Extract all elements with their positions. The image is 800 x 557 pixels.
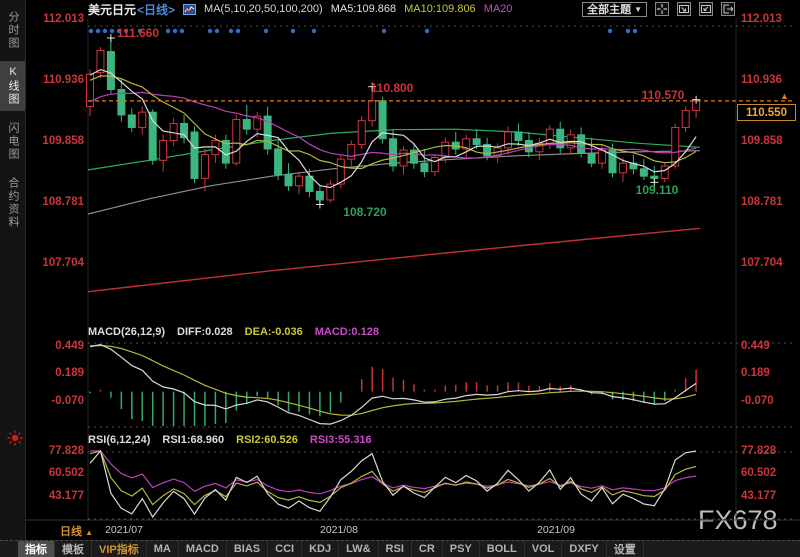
sidebar-item-label: 合约资料 [7, 177, 19, 229]
macd-header: MACD(26,12,9) DIFF:0.028 DEA:-0.036 MACD… [88, 326, 379, 338]
period-selector[interactable]: 日线 ▲ [60, 523, 93, 539]
macd-value: MACD:0.128 [314, 326, 379, 338]
symbol-title: 美元日元 [88, 2, 137, 17]
rsi3-value: RSI3:55.316 [309, 434, 372, 446]
chevron-down-icon: ▼ [634, 4, 642, 14]
chart-type-sidebar: 分时图 K线图闪电图合约资料 [0, 0, 26, 540]
toolbar-item-vol[interactable]: VOL [525, 541, 563, 557]
theme-dropdown-label: 全部主题 [587, 4, 632, 16]
triangle-up-icon: ▲ [85, 528, 93, 537]
exit-window-icon[interactable] [721, 2, 735, 16]
ma20-label: MA20 [483, 3, 513, 15]
chart-type-icon[interactable] [183, 3, 197, 16]
toolbar-item-zhibiao[interactable]: 指标 [18, 541, 55, 557]
toolbar-item-dxfy[interactable]: DXFY [562, 541, 607, 557]
toolbar-item-macd[interactable]: MACD [179, 541, 227, 557]
sidebar-item-timeshare[interactable]: 分时图 [0, 6, 25, 55]
rsi-title: RSI(6,12,24) [88, 434, 151, 446]
price-up-arrow-icon: ▲ [780, 91, 789, 101]
zoom-in-chart-icon[interactable] [699, 2, 713, 16]
toolbar-item-cr[interactable]: CR [412, 541, 443, 557]
svg-text:2021/07: 2021/07 [105, 524, 143, 536]
rsi1-value: RSI1:68.960 [162, 434, 225, 446]
last-price-box: 110.550 [737, 104, 796, 121]
indicator-toolbar: 指标 模板 VIP指标 MA MACD BIAS CCI KDJ LW& RSI CR PSY BOLL… [0, 540, 800, 557]
macd-diff-value: DIFF:0.028 [177, 326, 233, 338]
period-tag: <日线> [137, 2, 176, 17]
sidebar-item-label: 分时图 [7, 11, 19, 50]
toolbar-item-boll[interactable]: BOLL [480, 541, 525, 557]
svg-text:2021/08: 2021/08 [320, 524, 358, 536]
toolbar-item-bias[interactable]: BIAS [227, 541, 269, 557]
chart-header: 美元日元 <日线> MA(5,10,20,50,100,200) MA5:109… [88, 0, 735, 18]
toolbar-item-shezhi[interactable]: 设置 [607, 541, 644, 557]
toolbar-item-lw[interactable]: LW& [339, 541, 379, 557]
toolbar-item-psy[interactable]: PSY [443, 541, 480, 557]
toolbar-item-kdj[interactable]: KDJ [302, 541, 340, 557]
macd-title: MACD(26,12,9) [88, 326, 166, 338]
sidebar-item-label: 闪电图 [7, 122, 19, 161]
ma10-value: MA10:109.806 [404, 3, 476, 15]
zoom-out-chart-icon[interactable] [677, 2, 691, 16]
live-signal-icon [6, 429, 24, 452]
toolbar-item-cci[interactable]: CCI [268, 541, 303, 557]
rsi-header: RSI(6,12,24) RSI1:68.960 RSI2:60.526 RSI… [88, 434, 372, 446]
rsi2-value: RSI2:60.526 [236, 434, 298, 446]
sidebar-item-flash[interactable]: 闪电图 [0, 117, 25, 166]
sidebar-item-kline[interactable]: K线图 [0, 61, 25, 111]
toolbar-item-ma[interactable]: MA [147, 541, 179, 557]
sidebar-item-contract[interactable]: 合约资料 [0, 172, 25, 234]
ma-params-label: MA(5,10,20,50,100,200) [204, 3, 323, 15]
toolbar-item-rsi[interactable]: RSI [379, 541, 412, 557]
ma5-value: MA5:109.868 [330, 3, 397, 15]
sidebar-item-label: K线图 [7, 66, 19, 106]
theme-dropdown[interactable]: 全部主题 ▼ [582, 1, 647, 17]
macd-dea-value: DEA:-0.036 [244, 326, 303, 338]
period-selector-label: 日线 [60, 526, 82, 538]
toolbar-item-moban[interactable]: 模板 [55, 541, 92, 557]
svg-text:2021/09: 2021/09 [537, 524, 575, 536]
toolbar-item-vip-zhibiao[interactable]: VIP指标 [92, 541, 147, 557]
crosshair-icon[interactable] [655, 2, 669, 16]
